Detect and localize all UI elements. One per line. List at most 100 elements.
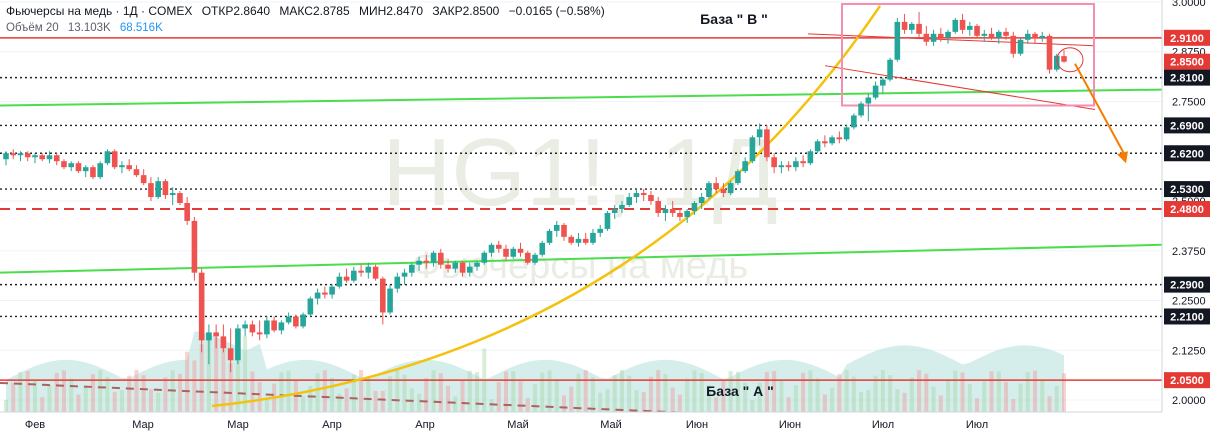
candle-body: [524, 252, 531, 263]
candle-body: [633, 193, 640, 198]
x-tick-label: Мар: [227, 419, 249, 431]
candle-body: [814, 141, 821, 152]
candle-body: [278, 322, 285, 331]
volume-bar: [909, 377, 914, 412]
candle-body: [764, 129, 770, 158]
candle-body: [372, 266, 379, 279]
y-tick-label: 3.0000: [1172, 0, 1206, 9]
candle-body: [880, 79, 886, 86]
candle-body: [640, 193, 647, 196]
volume-bar: [148, 389, 153, 412]
volume-bar: [388, 376, 393, 412]
candle-body: [843, 127, 850, 140]
candle-body: [590, 232, 596, 243]
candle-body: [727, 183, 734, 194]
volume-bar: [641, 391, 646, 412]
price-label-bg: [1164, 29, 1210, 46]
volume-bar: [946, 379, 951, 412]
candle-body: [677, 212, 683, 217]
candle-body: [32, 155, 38, 158]
candle-body: [307, 298, 314, 315]
volume-value: 13.103K: [67, 22, 111, 34]
volume-bar: [808, 370, 813, 412]
volume-bar: [489, 399, 494, 412]
volume-bar: [1040, 379, 1045, 412]
volume-bar: [750, 399, 755, 412]
volume-bar: [177, 373, 182, 412]
candle-body: [532, 254, 538, 263]
candle-body: [495, 244, 502, 249]
volume-bar: [61, 370, 66, 412]
candle-body: [1003, 31, 1009, 36]
candle-body: [691, 203, 698, 211]
candle-body: [336, 276, 343, 287]
y-tick-label: 2.1250: [1172, 345, 1206, 357]
candle-body: [966, 25, 973, 30]
x-tick-label: Апр: [415, 419, 434, 431]
volume-bar: [395, 370, 400, 412]
volume-bar: [533, 384, 537, 412]
candle-body: [735, 171, 741, 184]
x-tick-label: Апр: [322, 419, 341, 431]
green-trendline: [0, 88, 1163, 107]
candle-body: [582, 238, 589, 243]
candle-body: [17, 153, 24, 156]
x-tick-label: Мар: [132, 419, 154, 431]
volume-bar: [4, 400, 8, 412]
x-tick-label: Май: [507, 419, 529, 431]
x-tick-label: Июл: [966, 419, 988, 431]
candle-body: [887, 59, 893, 80]
volume-bar: [141, 375, 146, 412]
volume-bar: [619, 370, 624, 412]
volume-bar: [134, 370, 139, 412]
candle-body: [916, 23, 922, 34]
volume-bar: [699, 372, 704, 412]
volume-bar: [1054, 386, 1059, 412]
candle-body: [1046, 35, 1053, 70]
consolidation-box: [841, 2, 1095, 107]
volume-bar: [728, 371, 733, 412]
volume-bar: [156, 392, 161, 412]
candle-body: [235, 328, 241, 361]
volume-bar: [496, 382, 501, 412]
volume-bar: [663, 374, 668, 412]
volume-label[interactable]: Объём 20: [6, 22, 59, 34]
volume-bar: [656, 370, 661, 412]
candle-body: [256, 332, 263, 335]
symbol-title[interactable]: Фьючерсы на медь · 1Д · COMEX: [6, 4, 193, 18]
candle-body: [749, 137, 756, 162]
volume-bar: [453, 396, 458, 412]
candle-body: [358, 270, 364, 273]
volume-bar: [1025, 372, 1030, 412]
volume-bar: [243, 336, 248, 412]
channel-line-lower: [824, 65, 1096, 110]
candle-body: [793, 161, 799, 168]
price-label-bg: [1164, 69, 1210, 86]
candle-body: [177, 193, 183, 204]
volume-bar: [76, 394, 81, 412]
volume-bar: [315, 373, 320, 412]
candle-body: [155, 181, 161, 198]
close-value: ЗАКР2.8500: [432, 4, 500, 18]
watermark-name: Фьючерсы на медь: [412, 245, 748, 287]
volume-bar: [1033, 370, 1038, 412]
candle-body: [220, 336, 227, 349]
candle-body: [1039, 35, 1046, 38]
candle-body: [669, 208, 676, 213]
highlight-circle: [1056, 47, 1084, 73]
volume-bar: [561, 395, 566, 412]
price-label-bg: [1164, 200, 1210, 217]
volume-bar: [721, 380, 726, 412]
candle-body: [46, 155, 53, 160]
price-label-bg: [1164, 276, 1210, 293]
volume-bar: [1011, 399, 1016, 412]
candle-body: [437, 252, 444, 265]
volume-bar: [47, 385, 52, 412]
volume-bar: [257, 382, 262, 412]
candle-body: [198, 272, 205, 341]
candle-body: [568, 236, 575, 243]
price-label-bg: [1164, 53, 1210, 70]
volume-bar: [605, 389, 610, 412]
x-tick-label: Июл: [872, 419, 894, 431]
